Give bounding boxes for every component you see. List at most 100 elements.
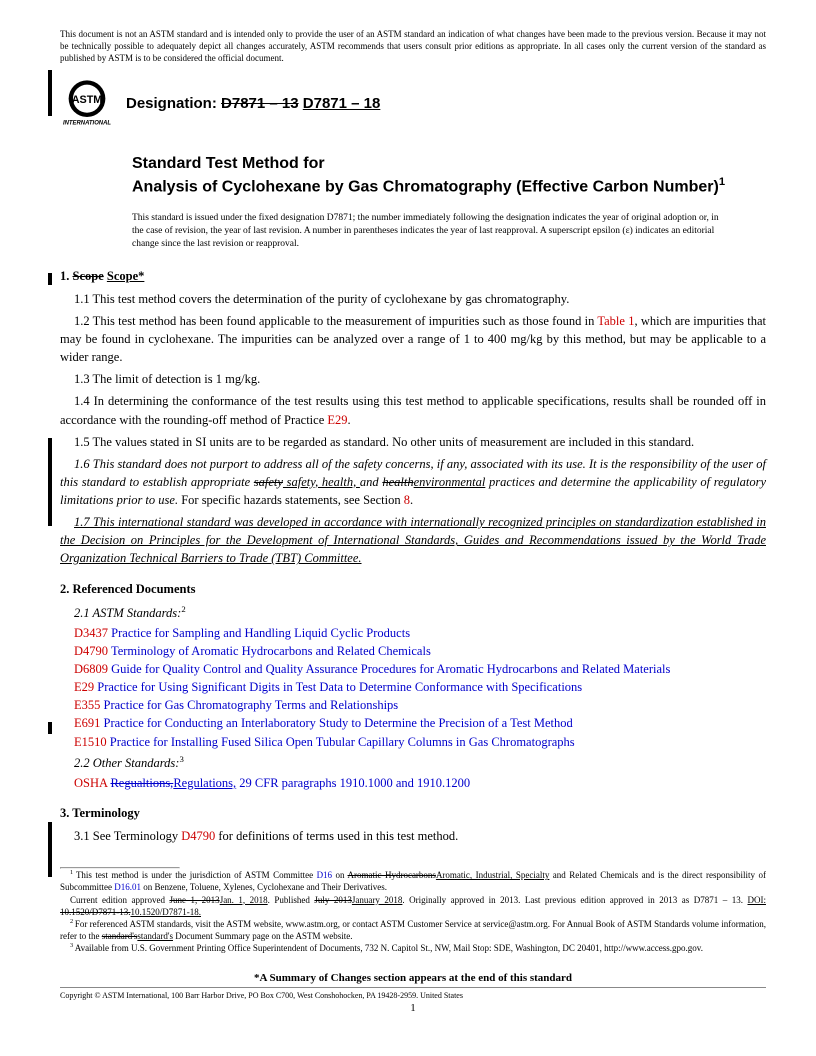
p16d: . [410, 493, 413, 507]
para-1-5: 1.5 The values stated in SI units are to… [60, 433, 766, 451]
p16s2: health [382, 475, 413, 489]
copyright: Copyright © ASTM International, 100 Barr… [60, 987, 766, 1000]
p16m2: and [360, 475, 382, 489]
osha-a[interactable]: OSHA [74, 776, 110, 790]
f1s3: July 2013 [314, 895, 352, 905]
issued-note: This standard is issued under the fixed … [132, 212, 766, 250]
p14b: . [348, 413, 351, 427]
ref-code[interactable]: D6809 [74, 662, 111, 676]
footnotes: 1 This test method is under the jurisdic… [60, 863, 766, 954]
ref-title[interactable]: Practice for Installing Fused Silica Ope… [110, 735, 575, 749]
para-1-7: 1.7 This international standard was deve… [60, 513, 766, 567]
section-2-head: 2. Referenced Documents [60, 582, 766, 597]
change-bar-osha [48, 722, 52, 734]
change-bar-foot [48, 822, 52, 877]
title-line2: Analysis of Cyclohexane by Gas Chromatog… [132, 175, 766, 198]
osha-line: OSHA Regualtions,Regulations, 29 CFR par… [74, 774, 766, 792]
p16c: For specific hazards statements, see Sec… [178, 493, 404, 507]
title-sup: 1 [719, 176, 725, 188]
designation-label: Designation: [126, 95, 217, 112]
ref-code[interactable]: E1510 [74, 735, 110, 749]
ref-code[interactable]: E355 [74, 698, 104, 712]
f1n2: Jan. 1, 2018 [220, 895, 268, 905]
f1d16[interactable]: D16 [317, 870, 333, 880]
footnote-2: 2 For referenced ASTM standards, visit t… [60, 918, 766, 942]
section-3-head: 3. Terminology [60, 806, 766, 821]
ref-line: E29 Practice for Using Significant Digit… [74, 678, 766, 696]
svg-text:INTERNATIONAL: INTERNATIONAL [63, 121, 111, 127]
f1s2: June 1, 2013 [169, 895, 219, 905]
p14a: 1.4 In determining the conformance of th… [60, 394, 766, 426]
ref-line: D4790 Terminology of Aromatic Hydrocarbo… [74, 642, 766, 660]
title-text: Analysis of Cyclohexane by Gas Chromatog… [132, 179, 719, 196]
f2n: standard's [137, 931, 173, 941]
f1d: on Benzene, Toluene, Xylenes, Cyclohexan… [141, 882, 387, 892]
f1s4: 10.1520/D7871-13. [60, 907, 131, 917]
p31b: for definitions of terms used in this te… [215, 829, 458, 843]
svg-text:ASTM: ASTM [72, 94, 103, 106]
ref-code[interactable]: D3437 [74, 626, 111, 640]
ref-line: E355 Practice for Gas Chromatography Ter… [74, 696, 766, 714]
footnote-1: 1 This test method is under the jurisdic… [60, 869, 766, 893]
ref-code[interactable]: E29 [74, 680, 97, 694]
sup2: 2 [181, 604, 185, 614]
f3: Available from U.S. Government Printing … [75, 943, 703, 953]
ref-title[interactable]: Practice for Sampling and Handling Liqui… [111, 626, 410, 640]
designation-old: D7871 – 13 [221, 95, 299, 112]
ref-title[interactable]: Practice for Using Significant Digits in… [97, 680, 582, 694]
d4790-link[interactable]: D4790 [181, 829, 215, 843]
p16m1: safety, health, [283, 475, 360, 489]
footnote-3: 3 Available from U.S. Government Printin… [60, 942, 766, 954]
osha-new: Regulations, [173, 776, 236, 790]
refs-container: D3437 Practice for Sampling and Handling… [60, 624, 766, 751]
change-bar-s1 [48, 273, 52, 285]
s1-old: Scope [73, 269, 104, 283]
s1-num: 1. [60, 269, 69, 283]
f1e: Current edition approved [70, 895, 169, 905]
astm-logo: ASTM INTERNATIONAL [60, 76, 114, 130]
p12a: 1.2 This test method has been found appl… [74, 314, 597, 328]
ref-line: D6809 Guide for Quality Control and Qual… [74, 660, 766, 678]
change-bar-p16 [48, 438, 52, 526]
para-2-1: 2.1 ASTM Standards:2 [60, 603, 766, 622]
p22: 2.2 Other Standards: [74, 756, 179, 770]
osha-strike: Regualtions, [110, 776, 173, 790]
f1n3: January 2018 [352, 895, 402, 905]
f2s: standard's [102, 931, 138, 941]
p31a: 3.1 See Terminology [74, 829, 181, 843]
para-3-1: 3.1 See Terminology D4790 for definition… [60, 827, 766, 845]
e29-link[interactable]: E29 [327, 413, 347, 427]
osha-b: 29 CFR paragraphs 1910.1000 and 1910.120… [236, 776, 470, 790]
f1h: DOI: [747, 895, 766, 905]
ref-title[interactable]: Terminology of Aromatic Hydrocarbons and… [111, 644, 431, 658]
f1s1: Aromatic Hydrocarbons [348, 870, 436, 880]
section-1-head: 1. Scope Scope* [60, 269, 766, 284]
title-line1: Standard Test Method for [132, 154, 766, 175]
ref-code[interactable]: D4790 [74, 644, 111, 658]
ref-title[interactable]: Practice for Gas Chromatography Terms an… [104, 698, 399, 712]
ref-title[interactable]: Practice for Conducting an Interlaborato… [104, 716, 573, 730]
para-2-2: 2.2 Other Standards:3 [60, 753, 766, 772]
f1f: . Published [268, 895, 315, 905]
p16s1: safety [254, 475, 283, 489]
f1n1: Aromatic, Industrial, Specialty [436, 870, 549, 880]
ref-line: E1510 Practice for Installing Fused Sili… [74, 733, 766, 751]
para-1-4: 1.4 In determining the conformance of th… [60, 392, 766, 428]
sup3: 3 [179, 754, 183, 764]
para-1-6: 1.6 This standard does not purport to ad… [60, 455, 766, 509]
para-1-1: 1.1 This test method covers the determin… [60, 290, 766, 308]
para-1-3: 1.3 The limit of detection is 1 mg/kg. [60, 370, 766, 388]
ref-code[interactable]: E691 [74, 716, 104, 730]
table1-link[interactable]: Table 1 [597, 314, 634, 328]
designation: Designation: D7871 – 13 D7871 – 18 [126, 95, 380, 112]
ref-title[interactable]: Guide for Quality Control and Quality As… [111, 662, 670, 676]
f1d1601[interactable]: D16.01 [114, 882, 141, 892]
summary-line: *A Summary of Changes section appears at… [60, 972, 766, 984]
f2b: Document Summary page on the ASTM websit… [173, 931, 352, 941]
ref-line: D3437 Practice for Sampling and Handling… [74, 624, 766, 642]
header-row: ASTM INTERNATIONAL Designation: D7871 – … [60, 76, 766, 130]
s1-new: Scope* [107, 269, 145, 283]
page-number: 1 [60, 1002, 766, 1014]
f1b: on [332, 870, 347, 880]
f1g: . Originally approved in 2013. Last prev… [402, 895, 747, 905]
